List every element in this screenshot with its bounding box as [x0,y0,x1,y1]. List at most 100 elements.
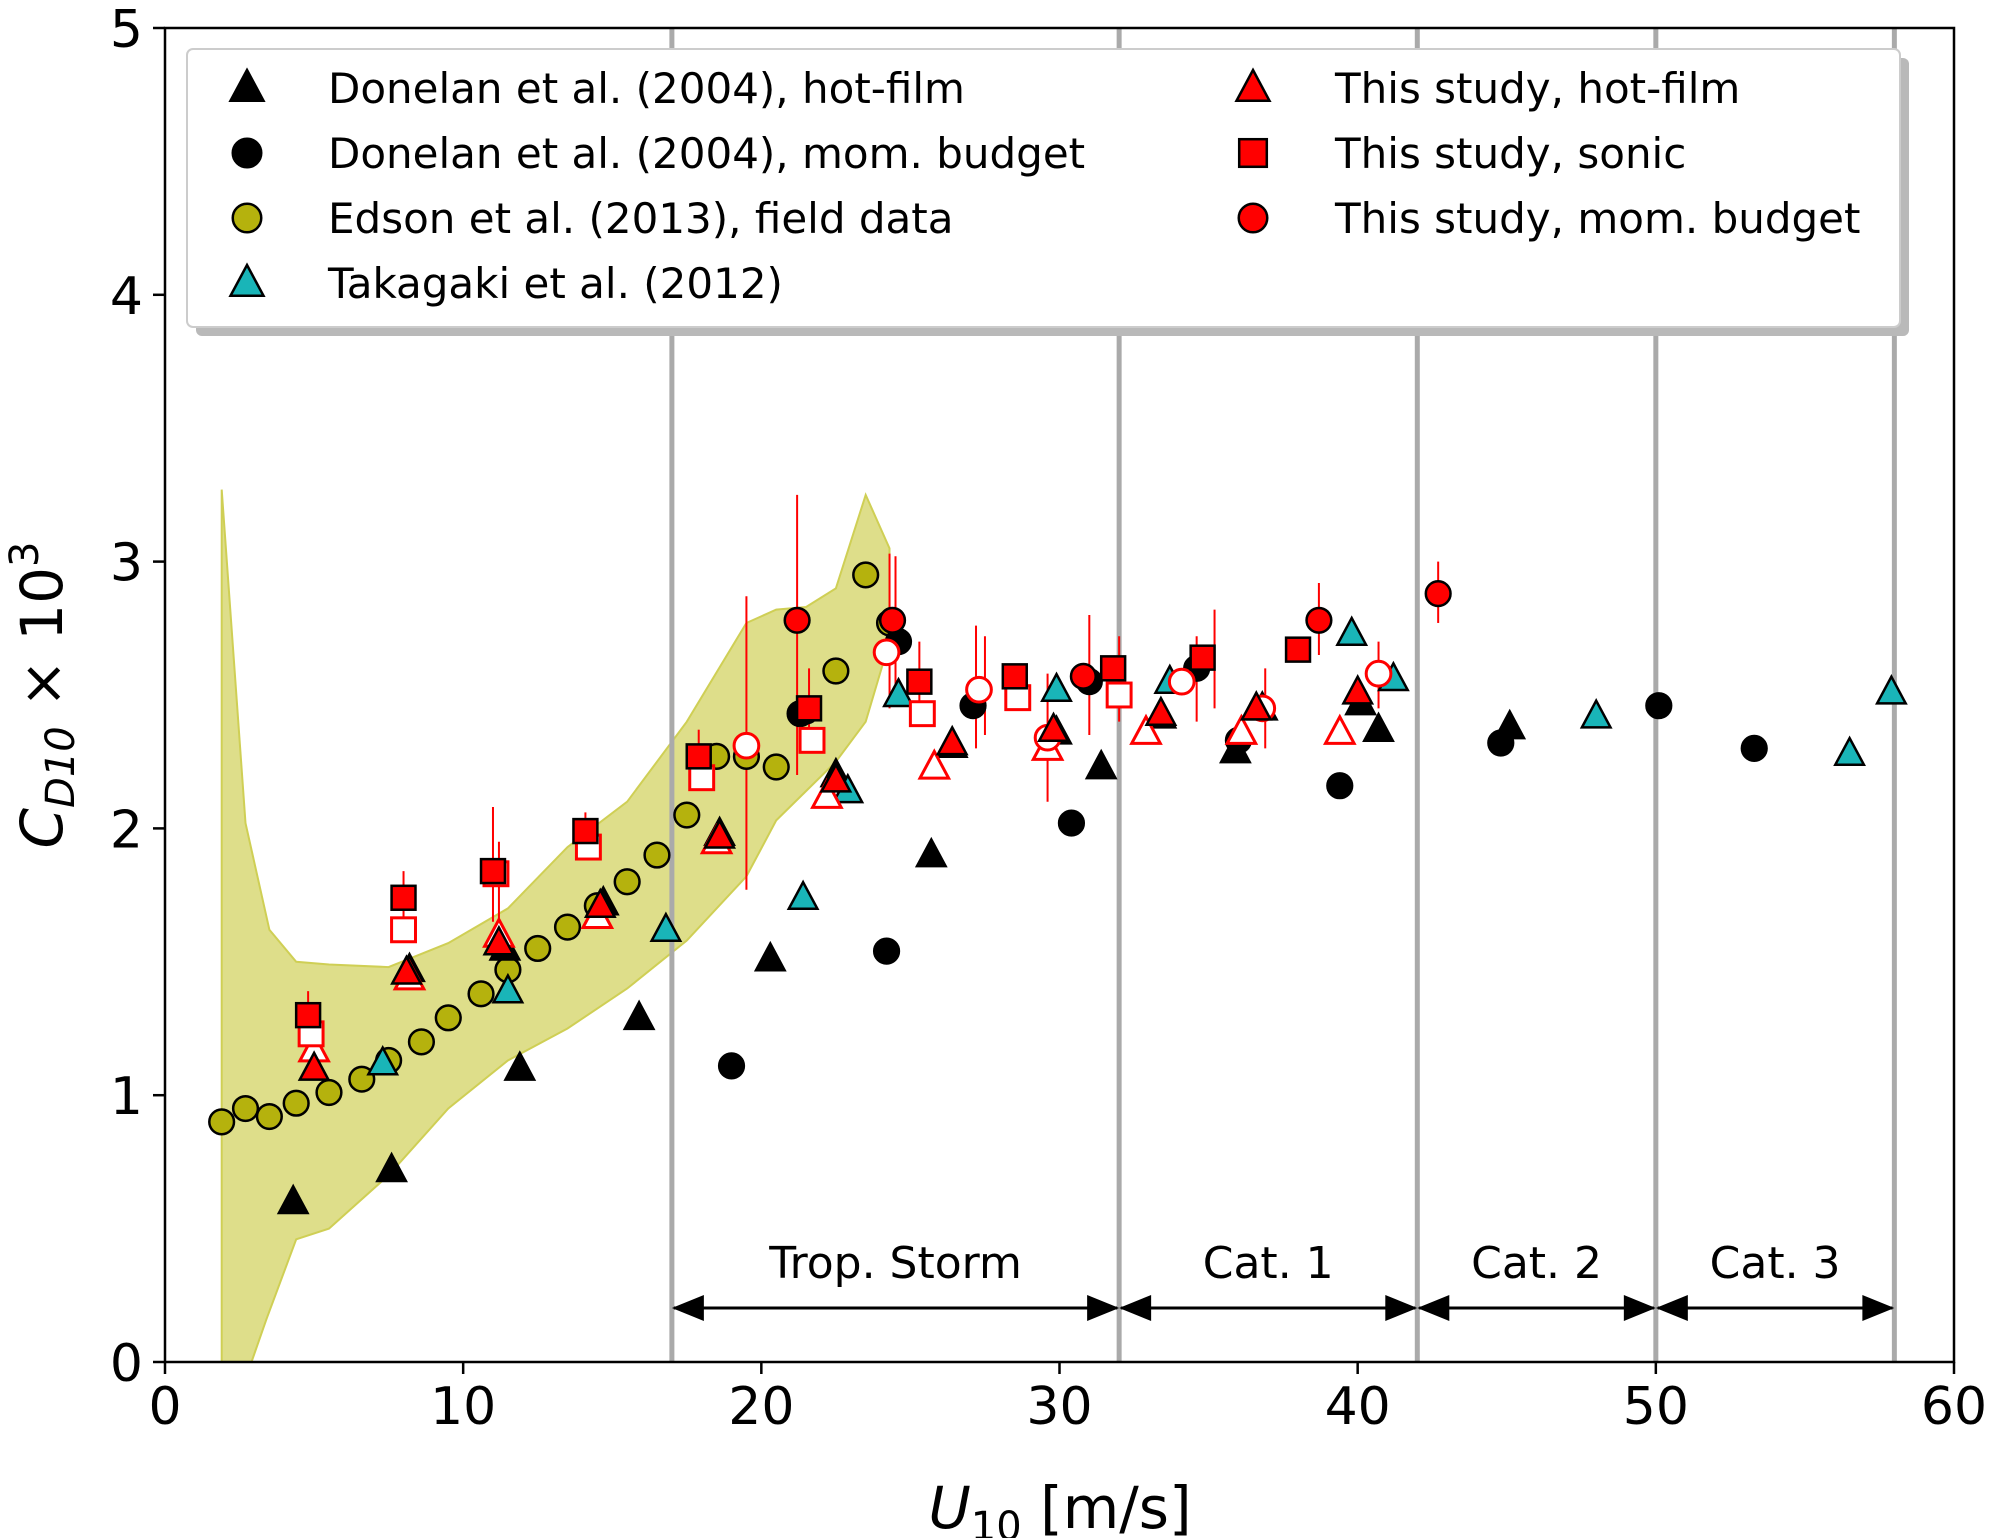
legend-label: This study, hot-film [1334,64,1740,113]
category-arrowhead-right [1385,1295,1418,1321]
category-arrowhead-right [1087,1295,1120,1321]
triangle-point [583,887,617,919]
triangle-point [1833,735,1866,766]
hollow-square-point [390,916,417,944]
square-point [1284,636,1312,663]
circle-point [524,934,552,963]
circle-point [467,980,495,1008]
y-axis-label-symbol: C [8,807,76,848]
hollow-square-point [1105,681,1133,709]
circle-point [407,1028,436,1056]
y-tick-label: 0 [110,1334,143,1394]
triangle-point [1040,671,1073,702]
legend-circle-icon [1237,202,1269,234]
y-tick-label: 3 [110,534,143,594]
legend-box [186,48,1901,328]
triangle-point [622,999,656,1031]
data-markers [208,561,1908,1215]
circle-point [434,1004,462,1032]
circle-point [872,937,901,965]
triangle-point [297,1050,331,1081]
hollow-square-point [908,700,936,728]
category-label: Cat. 1 [1203,1238,1334,1289]
circle-point [315,1078,343,1107]
circle-point [1305,606,1333,634]
legend-circle-icon [231,137,263,169]
category-arrowhead-right [1862,1295,1895,1321]
y-axis-label-subscript: D10 [38,726,84,808]
legend-circle-icon [231,202,263,234]
triangle-point [1037,711,1070,742]
x-tick-label: 0 [148,1377,181,1437]
x-tick-label: 40 [1325,1377,1391,1437]
triangle-point [1084,748,1118,780]
triangle-point [1239,690,1273,721]
y-tick-label: 1 [110,1067,143,1127]
legend-triangle-icon [228,67,266,103]
square-point [1099,655,1127,682]
circle-point [255,1102,283,1131]
triangle-point [482,924,516,956]
triangle-point [1335,615,1369,646]
hollow-triangle-point [1322,713,1357,745]
hollow-circle-point [1167,667,1196,696]
x-tick-label: 60 [1921,1377,1987,1437]
y-tick-label: 2 [110,800,143,860]
hollow-triangle-point [1129,713,1163,745]
x-axis-label: U10 [m/s] [928,1474,1191,1538]
hollow-triangle-point [810,777,844,809]
circle-point [822,657,850,685]
y-axis-label-exponent: 3 [2,542,48,567]
square-point [479,857,507,885]
legend-label: This study, sonic [1334,129,1686,178]
circle-point [643,841,671,869]
circle-point [208,1108,236,1136]
square-point [1189,644,1216,671]
circle-point [1069,662,1097,690]
legend-triangle-icon [228,262,266,298]
triangle-point [914,836,948,868]
circle-point [878,606,907,634]
triangle-point [649,911,683,943]
legend-square-icon [1237,137,1269,169]
hollow-circle-point [872,638,901,667]
triangle-point [1341,674,1375,705]
hollow-triangle-point [1224,713,1259,745]
circle-point [282,1089,310,1117]
category-arrows: Trop. Storm Cat. 1 Cat. 2 Cat. 3 [671,1238,1895,1321]
triangle-point [1875,674,1908,705]
category-arrowhead-left [1655,1295,1688,1321]
circle-point [852,561,880,589]
y-axis-label-multiplier: × 10 [8,567,76,726]
circle-point [553,913,582,941]
legend-label: Donelan et al. (2004), hot-film [328,64,965,113]
hollow-circle-point [965,675,993,704]
x-tick-label: 30 [1026,1377,1092,1437]
legend-label: Edson et al. (2013), field data [328,194,953,243]
triangle-point [503,1050,537,1081]
legend: Donelan et al. (2004), hot-film Donelan e… [186,48,1909,336]
square-point [685,743,712,770]
circle-point [783,606,811,634]
category-arrowhead-right [1623,1295,1656,1321]
category-label: Cat. 3 [1710,1238,1841,1289]
x-tick-label: 10 [430,1377,496,1437]
triangle-point [491,972,525,1004]
x-axis-label-unit: [m/s] [1022,1474,1192,1538]
x-axis-label-subscript: 10 [971,1504,1022,1538]
triangle-point [276,1183,310,1215]
triangle-point [935,724,969,756]
circle-point [1424,580,1452,608]
triangle-point [1362,711,1395,742]
circle-point [1645,692,1673,720]
hollow-circle-point [1364,659,1393,688]
hollow-square-point [798,726,826,754]
circle-point [1487,729,1515,757]
category-arrowhead-left [1119,1295,1152,1321]
square-point [294,1001,322,1029]
legend-label: Donelan et al. (2004), mom. budget [328,129,1085,178]
square-point [390,884,417,911]
legend-label: Takagaki et al. (2012) [327,259,783,308]
hollow-triangle-point [917,748,952,780]
triangle-point [753,940,787,972]
